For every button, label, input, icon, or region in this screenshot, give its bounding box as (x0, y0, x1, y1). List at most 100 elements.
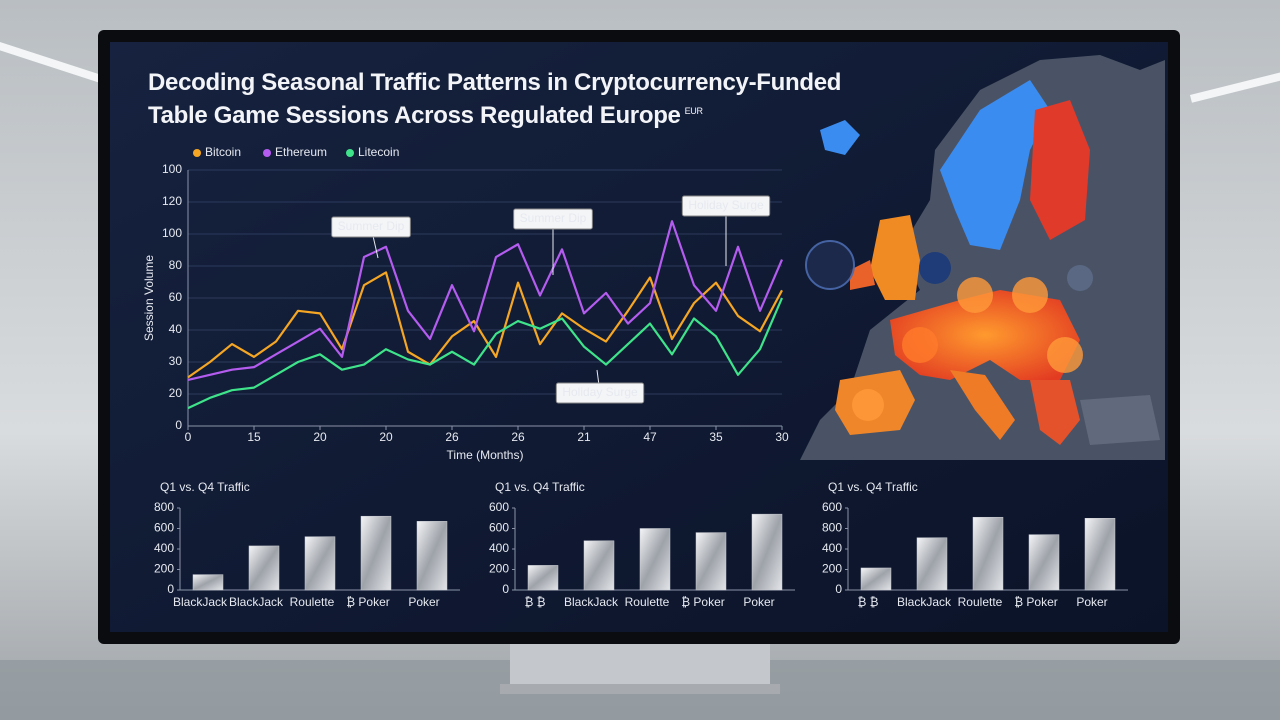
x-tick-label: 26 (511, 430, 525, 444)
y-axis-label: Session Volume (142, 255, 156, 341)
bar (583, 540, 615, 591)
y-tick-label: 120 (162, 194, 182, 208)
x-tick-label: 15 (247, 430, 261, 444)
map-icon (1067, 265, 1093, 291)
x-tick-label: Poker (408, 595, 439, 609)
legend-label: Ethereum (275, 145, 327, 159)
y-tick-label: 200 (489, 562, 509, 576)
x-tick-label: BlackJack (229, 595, 284, 609)
series-line (187, 297, 784, 410)
map-region (940, 80, 1050, 250)
series-line (187, 271, 783, 379)
map-region (1030, 100, 1090, 240)
annotation-box (513, 208, 593, 230)
annotation-box (681, 195, 771, 217)
bar (751, 513, 783, 591)
bar (527, 565, 559, 591)
y-tick-label: 80 (169, 258, 183, 272)
legend-label: Litecoin (358, 145, 399, 159)
y-tick-label: 600 (822, 500, 842, 514)
annotation-label: Holiday Surge (688, 198, 764, 212)
chart-title: Q1 vs. Q4 Traffic (828, 480, 918, 494)
x-tick-label: ₿ Poker (1014, 595, 1058, 609)
x-tick-label: ₿ ₿ (524, 595, 545, 609)
bar (248, 545, 280, 591)
x-tick-label: BlackJack (173, 595, 228, 609)
chart-title: Q1 vs. Q4 Traffic (495, 480, 585, 494)
x-axis-label: Time (Months) (447, 448, 524, 462)
y-tick-label: 400 (154, 541, 174, 555)
y-tick-label: 20 (169, 386, 183, 400)
title-note: EUR (684, 106, 703, 116)
monitor-stand (510, 640, 770, 688)
map-region (1080, 395, 1160, 445)
annotation-box (331, 216, 411, 238)
europe-map (800, 55, 1165, 460)
y-tick-label: 200 (822, 562, 842, 576)
map-region (1030, 380, 1080, 445)
annotation-label: Summer Dip (338, 219, 405, 233)
map-region (950, 370, 1015, 440)
x-tick-label: Roulette (290, 595, 335, 609)
y-tick-label: 100 (162, 162, 182, 176)
page-title: Decoding Seasonal Traffic Patterns in Cr… (148, 68, 888, 130)
map-icon (1047, 337, 1083, 373)
map-icon (957, 277, 993, 313)
bar (304, 536, 336, 591)
map-region (820, 120, 860, 155)
x-tick-label: 21 (577, 430, 591, 444)
series-line (187, 220, 784, 381)
legend-label: Bitcoin (205, 145, 241, 159)
bar (1084, 518, 1116, 591)
x-tick-label: 20 (379, 430, 393, 444)
y-tick-label: 100 (162, 226, 182, 240)
y-tick-label: 400 (822, 541, 842, 555)
x-tick-label: 47 (643, 430, 657, 444)
title-text: Decoding Seasonal Traffic Patterns in Cr… (148, 69, 842, 129)
map-region (850, 260, 875, 290)
x-tick-label: ₿ Poker (681, 595, 725, 609)
x-tick-label: 0 (185, 430, 192, 444)
bar (639, 528, 671, 591)
x-tick-label: ₿ ₿ (857, 595, 878, 609)
bar (695, 532, 727, 591)
legend-swatch (346, 149, 354, 157)
annotation-box (555, 382, 645, 404)
x-tick-label: Poker (743, 595, 774, 609)
map-icon (805, 240, 855, 290)
annotation-label: Holiday Surge (562, 385, 638, 399)
bar (360, 515, 392, 591)
bar (860, 567, 892, 591)
legend-swatch (263, 149, 271, 157)
y-tick-label: 600 (154, 521, 174, 535)
y-tick-label: 600 (489, 521, 509, 535)
x-tick-label: ₿ Poker (346, 595, 390, 609)
ceiling-light (0, 42, 105, 84)
map-region (870, 215, 920, 300)
x-tick-label: Poker (1076, 595, 1107, 609)
y-tick-label: 60 (169, 290, 183, 304)
y-tick-label: 0 (167, 582, 174, 596)
bar (916, 537, 948, 591)
y-tick-label: 0 (502, 582, 509, 596)
chart-title: Q1 vs. Q4 Traffic (160, 480, 250, 494)
bar (192, 574, 224, 591)
x-tick-label: 26 (445, 430, 459, 444)
y-tick-label: 30 (169, 354, 183, 368)
x-tick-label: Roulette (958, 595, 1003, 609)
y-tick-label: 800 (154, 500, 174, 514)
map-icon (852, 389, 884, 421)
y-tick-label: 800 (822, 521, 842, 535)
x-tick-label: Roulette (625, 595, 670, 609)
y-tick-label: 0 (835, 582, 842, 596)
y-tick-label: 600 (489, 500, 509, 514)
x-tick-label: BlackJack (897, 595, 952, 609)
legend-swatch (193, 149, 201, 157)
x-tick-label: 35 (709, 430, 723, 444)
y-tick-label: 40 (169, 322, 183, 336)
bar (416, 521, 448, 591)
y-tick-label: 400 (489, 541, 509, 555)
monitor-base (500, 684, 780, 694)
